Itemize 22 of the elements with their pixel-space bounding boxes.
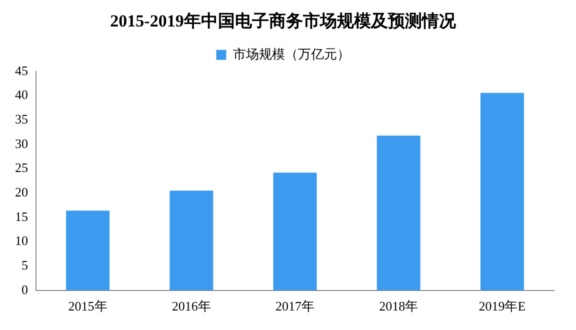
bar <box>480 92 524 290</box>
y-tick-label: 5 <box>22 257 28 272</box>
chart-title: 2015-2019年中国电子商务市场规模及预测情况 <box>110 12 457 31</box>
y-tick-label: 10 <box>15 233 28 248</box>
y-tick-label: 45 <box>15 62 28 78</box>
y-tick-label: 0 <box>22 282 28 297</box>
y-tick-label: 20 <box>15 184 28 200</box>
x-tick-label: 2016年 <box>172 298 211 314</box>
x-tick-label: 2018年 <box>379 298 418 314</box>
bar <box>376 136 420 290</box>
y-tick-label: 15 <box>15 208 28 224</box>
y-tick-label: 30 <box>15 136 28 151</box>
y-tick-label: 25 <box>15 160 28 176</box>
bar <box>273 172 317 290</box>
y-tick-label: 35 <box>15 111 28 126</box>
bar <box>170 190 214 290</box>
bar <box>66 210 110 290</box>
legend-label: 市场规模（万亿元） <box>232 46 350 62</box>
x-tick-label: 2017年 <box>276 298 314 314</box>
y-tick-label: 40 <box>15 87 28 102</box>
x-tick-label: 2019年E <box>478 298 526 314</box>
x-tick-label: 2015年 <box>68 298 108 314</box>
